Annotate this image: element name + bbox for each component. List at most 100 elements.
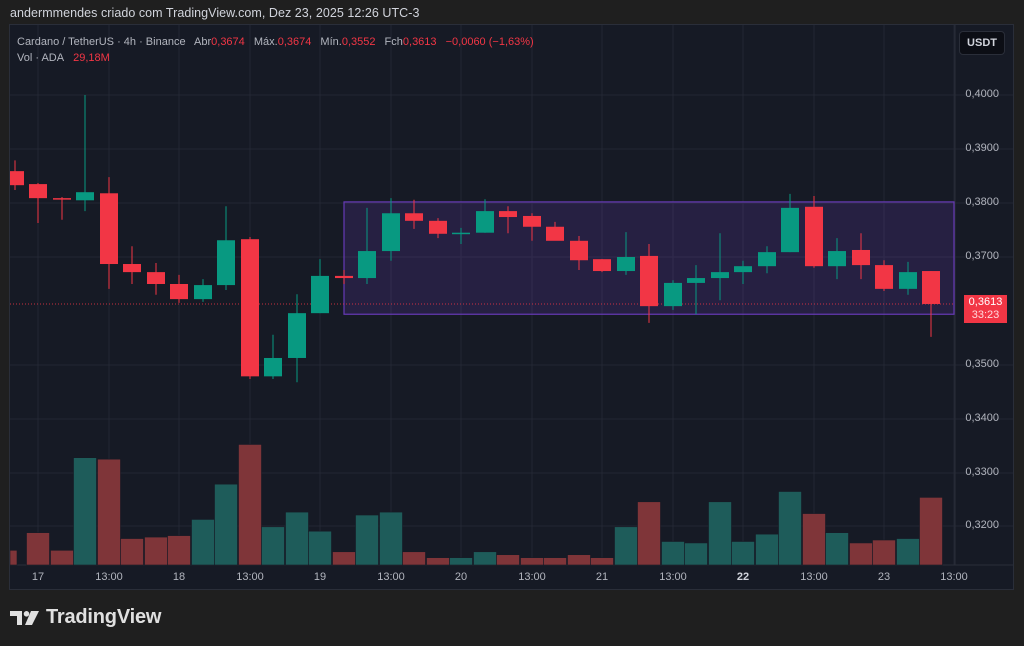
price-tick-label: 0,3400 [965,412,999,424]
tradingview-logo[interactable]: TradingView [10,606,161,629]
volume-bar [590,557,614,566]
time-tick-label: 13:00 [377,571,405,583]
volume-bar [191,519,215,566]
volume-bar [849,542,873,566]
candle-down [523,215,541,227]
symbol-title[interactable]: Cardano / TetherUS · 4h · Binance [17,36,186,48]
volume-bar [73,457,97,566]
volume-bar [449,557,473,566]
price-tick-label: 0,3800 [965,196,999,208]
currency-button[interactable]: USDT [959,31,1005,55]
candle-down [147,272,165,284]
volume-bar [167,535,191,566]
candle-up [76,192,94,201]
chart-legend: Cardano / TetherUS · 4h · Binance Abr 0,3… [17,34,534,66]
volume-bar [97,458,121,566]
candle-down [570,240,588,261]
volume-bar [661,541,685,566]
volume-bar [802,513,826,566]
time-tick-label: 18 [172,571,186,583]
volume-value: 29,18M [73,52,110,64]
volume-bar [825,532,849,566]
candle-down [593,259,611,272]
candle-up [288,313,306,358]
price-tick-label: 0,3300 [965,466,999,478]
volume-bar [473,551,497,566]
time-tick-label: 13:00 [95,571,123,583]
volume-bar [26,532,50,566]
volume-bar [755,533,779,566]
candle-down [640,255,658,307]
volume-bar [10,549,18,566]
time-tick-label: 13:00 [236,571,264,583]
candle-down [546,226,564,241]
candle-up [264,357,282,377]
price-tick-label: 0,3500 [965,358,999,370]
volume-label[interactable]: Vol · ADA [17,52,65,64]
ohlc-row: Cardano / TetherUS · 4h · Binance Abr 0,3… [17,34,534,50]
candle-up [194,285,212,300]
time-tick-label: 13:00 [659,571,687,583]
candle-down [875,265,893,289]
volume-bar [50,549,74,566]
high-value: 0,3674 [277,36,312,48]
chart-canvas[interactable] [10,25,1014,590]
time-tick-label: 13:00 [518,571,546,583]
time-tick-label: 13:00 [940,571,968,583]
candle-up [734,266,752,273]
low-value: 0,3552 [341,36,376,48]
candle-down [335,275,353,279]
candle-down [805,206,823,267]
chart-caption: andermmendes criado com TradingView.com,… [10,6,420,20]
candle-up [452,232,470,235]
volume-bar [520,557,544,566]
candle-down [499,211,517,218]
volume-bar [355,514,379,566]
candle-down [922,271,940,304]
candle-down [53,198,71,200]
change-value: −0,0060 (−1,63%) [445,36,534,48]
candle-down [852,249,870,266]
volume-bar [426,557,450,566]
current-price-value: 0,3613 [968,296,1003,308]
volume-bar [684,542,708,566]
candle-up [664,282,682,307]
candle-up [781,207,799,253]
candle-down [100,193,118,265]
volume-bar [896,538,920,566]
volume-row: Vol · ADA 29,18M [17,50,534,66]
open-label: Abr [194,36,212,48]
candle-up [899,272,917,289]
time-tick-label: 22 [736,571,750,583]
volume-bar [214,483,238,566]
low-label: Mín. [320,36,342,48]
price-tick-label: 0,3200 [965,519,999,531]
time-tick-label: 19 [313,571,327,583]
price-tick-label: 0,3900 [965,142,999,154]
volume-bar [332,551,356,566]
candle-up [758,252,776,267]
volume-bar [731,541,755,566]
time-tick-label: 20 [454,571,468,583]
time-tick-label: 21 [595,571,609,583]
volume-bar [308,530,332,566]
candle-up [382,213,400,252]
volume-bar [708,501,732,566]
volume-bar [402,551,426,566]
candle-up [311,275,329,314]
candle-down [241,239,259,377]
chart-frame[interactable]: Cardano / TetherUS · 4h · Binance Abr 0,3… [9,24,1014,590]
volume-bar [614,526,638,566]
tradingview-brand-text: TradingView [46,606,162,628]
candle-down [10,171,24,186]
price-tick-label: 0,4000 [965,88,999,100]
time-tick-label: 13:00 [800,571,828,583]
close-value: 0,3613 [402,36,437,48]
volume-bar [120,538,144,566]
volume-bar [567,554,591,566]
candle-down [123,264,141,273]
candle-down [170,284,188,300]
candle-down [29,184,47,199]
volume-bar [238,444,262,566]
volume-bar [543,557,567,566]
